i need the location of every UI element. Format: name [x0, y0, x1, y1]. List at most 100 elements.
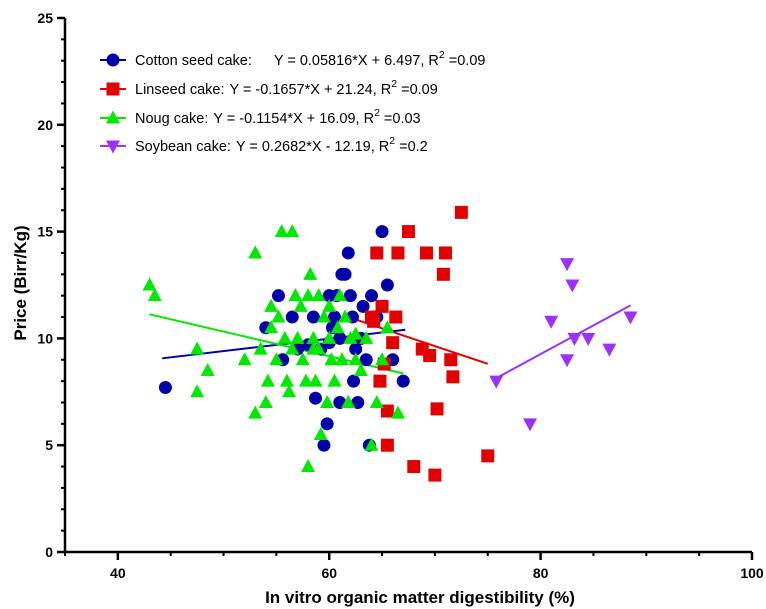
data-point [623, 311, 638, 325]
legend: Cotton seed cake: Y = 0.05816*X + 6.497, … [100, 49, 485, 155]
data-point [489, 375, 504, 389]
data-point [359, 353, 373, 367]
data-point [316, 309, 331, 323]
legend-equation: Y = -0.1154*X + 16.09, R [213, 111, 374, 127]
data-point [341, 246, 355, 260]
x-tick-label: 80 [533, 565, 549, 581]
data-point [301, 459, 316, 473]
data-point [602, 343, 617, 357]
legend-marker [106, 82, 120, 96]
y-tick-label: 25 [37, 10, 53, 26]
legend-r2-superscript: 2 [389, 135, 395, 147]
data-point [330, 320, 345, 334]
legend-entry: Noug cake: Y = -0.1154*X + 16.09, R2 =0.0… [100, 107, 421, 127]
legend-series-name: Cotton seed cake: [135, 53, 252, 69]
legend-entry: Cotton seed cake: Y = 0.05816*X + 6.497, … [100, 49, 485, 69]
data-point [446, 370, 460, 384]
data-point [369, 394, 384, 408]
legend-r2-superscript: 2 [374, 107, 380, 119]
y-tick-label: 15 [37, 224, 53, 240]
data-point [253, 341, 268, 355]
data-point [347, 374, 361, 388]
data-point [359, 330, 374, 344]
x-axis-ticks: 40 60 80 100 [64, 552, 764, 581]
x-axis-title: In vitro organic matter digestibility (%… [265, 588, 575, 607]
data-point [285, 310, 299, 324]
x-tick-label: 40 [110, 565, 126, 581]
data-point [438, 246, 452, 260]
legend-series-name: Linseed cake: [135, 82, 224, 98]
data-point [313, 427, 328, 441]
data-point [544, 315, 559, 329]
data-point [288, 288, 303, 302]
data-point [407, 460, 421, 474]
data-point [402, 225, 415, 239]
y-tick-label: 5 [45, 437, 53, 453]
data-point [322, 330, 337, 344]
data-point [367, 314, 381, 328]
legend-marker [106, 110, 120, 124]
legend-marker [106, 53, 120, 67]
data-point [324, 352, 339, 366]
data-point [271, 309, 286, 323]
data-point [290, 330, 305, 344]
data-point [523, 418, 538, 432]
legend-equation: Y = -0.1657*X + 21.24, R [229, 82, 391, 98]
data-point [380, 404, 394, 418]
data-point [560, 258, 575, 272]
data-point [375, 299, 389, 313]
data-point [248, 245, 263, 259]
series-points [142, 224, 405, 473]
data-point [306, 341, 321, 355]
data-point [303, 266, 318, 280]
data-points [142, 205, 638, 482]
data-point [320, 394, 335, 408]
data-point [353, 362, 368, 376]
data-point [375, 352, 390, 366]
data-point [334, 352, 349, 366]
data-point [264, 298, 279, 312]
data-point [430, 402, 444, 416]
legend-r2-value: =0.09 [397, 82, 438, 98]
data-point [142, 277, 157, 291]
data-point [348, 352, 363, 366]
legend-equation: Y = 0.05816*X + 6.497, R [274, 53, 439, 69]
data-point [279, 373, 294, 387]
data-point [375, 225, 389, 239]
legend-entry: Linseed cake: Y = -0.1657*X + 21.24, R2 =… [100, 78, 438, 98]
data-point [343, 289, 357, 303]
data-point [396, 374, 410, 388]
data-point [237, 352, 252, 366]
legend-label: Soybean cake: Y = 0.2682*X - 12.19, R2 =0… [135, 135, 428, 155]
data-point [454, 205, 468, 219]
data-point [389, 310, 403, 324]
data-point [269, 352, 284, 366]
data-point [390, 405, 405, 419]
data-point [308, 373, 323, 387]
data-point [308, 391, 322, 405]
data-point [248, 405, 263, 419]
data-point [356, 299, 370, 313]
legend-marker [106, 140, 120, 154]
data-point [428, 468, 442, 482]
y-tick-label: 20 [37, 117, 53, 133]
legend-r2-value: =0.03 [380, 111, 421, 127]
data-point [317, 438, 331, 452]
y-axis-ticks: 0 5 10 15 20 25 [37, 10, 65, 560]
data-point [282, 384, 297, 398]
data-point [301, 288, 316, 302]
legend-series-name: Noug cake: [135, 111, 208, 127]
x-tick-label: 60 [321, 565, 337, 581]
data-point [341, 394, 356, 408]
data-point [158, 381, 172, 395]
data-point [567, 332, 582, 346]
legend-equation: Y = 0.2682*X - 12.19, R [236, 139, 389, 155]
data-point [373, 374, 387, 388]
axes: 0 5 10 15 20 25 40 60 80 100 [37, 10, 763, 581]
legend-series-name: Soybean cake: [135, 139, 231, 155]
data-point [190, 341, 205, 355]
legend-r2-value: =0.09 [445, 53, 486, 69]
x-tick-label: 100 [740, 565, 764, 581]
legend-entry: Soybean cake: Y = 0.2682*X - 12.19, R2 =0… [100, 135, 428, 155]
